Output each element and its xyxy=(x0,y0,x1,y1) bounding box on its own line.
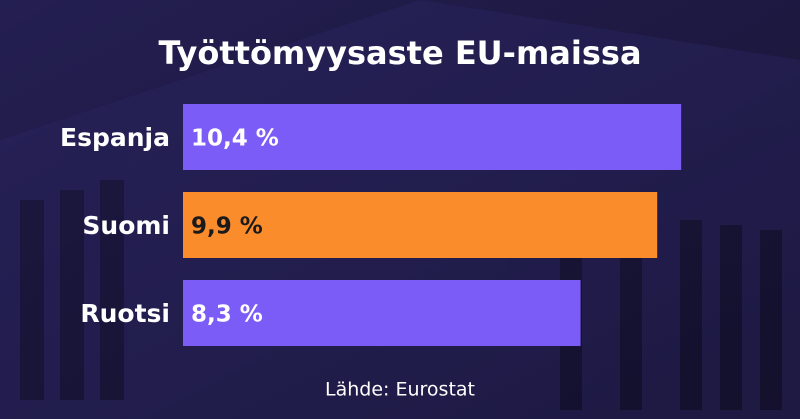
bar xyxy=(183,104,682,170)
bar xyxy=(183,192,658,258)
value-label: 8,3 % xyxy=(191,302,263,328)
value-label: 10,4 % xyxy=(191,126,279,152)
category-label: Ruotsi xyxy=(80,299,170,328)
source: Lähde: Eurostat xyxy=(325,379,475,401)
bar xyxy=(183,280,581,346)
category-label: Suomi xyxy=(82,211,170,240)
chart-title: Työttömyysaste EU-maissa xyxy=(158,34,641,72)
value-label: 9,9 % xyxy=(191,214,263,240)
category-label: Espanja xyxy=(60,123,170,152)
